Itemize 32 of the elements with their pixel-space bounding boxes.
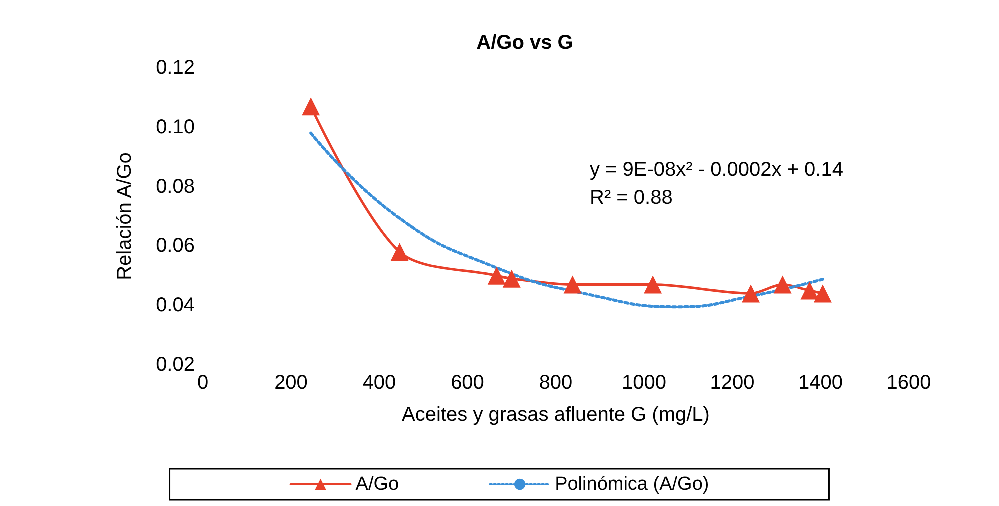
y-tick-label: 0.12 (156, 57, 195, 79)
y-tick-label: 0.10 (156, 116, 195, 138)
x-tick-label: 1600 (886, 372, 932, 394)
x-tick-label: 1000 (622, 372, 666, 394)
y-tick-label: 0.06 (156, 235, 195, 258)
annotation: y = 9E-08x² - 0.0002x + 0.14 (590, 159, 844, 181)
point (742, 284, 760, 303)
y-tick-label: 0.04 (156, 294, 195, 317)
y-tick-label: 0.08 (156, 176, 195, 198)
point (564, 276, 582, 294)
point (814, 284, 832, 303)
x-tick-label: 600 (451, 372, 484, 394)
x-tick-label: 800 (539, 372, 573, 394)
x-tick-label: 1400 (798, 372, 843, 394)
point (774, 276, 792, 294)
point (390, 243, 409, 262)
chart-title: A/Go vs G (476, 32, 574, 54)
x-axis-title: Aceites y grasas afluente G (mg/L) (402, 404, 710, 426)
point (302, 98, 320, 116)
point (502, 270, 521, 288)
x-tick-label: 1200 (710, 372, 755, 394)
point (800, 282, 819, 300)
x-tick-label: 200 (274, 372, 308, 394)
point (488, 266, 506, 285)
point (644, 276, 662, 294)
x-tick-label: 400 (362, 372, 396, 394)
y-tick-label: 0.02 (156, 354, 195, 376)
annotation: R² = 0.88 (590, 187, 673, 209)
x-tick-label: 0 (197, 372, 209, 394)
y-axis-title: Relación A/Go (114, 152, 136, 280)
legend-label: Polinómica (A/Go) (555, 474, 710, 495)
legend-label: A/Go (356, 474, 400, 495)
